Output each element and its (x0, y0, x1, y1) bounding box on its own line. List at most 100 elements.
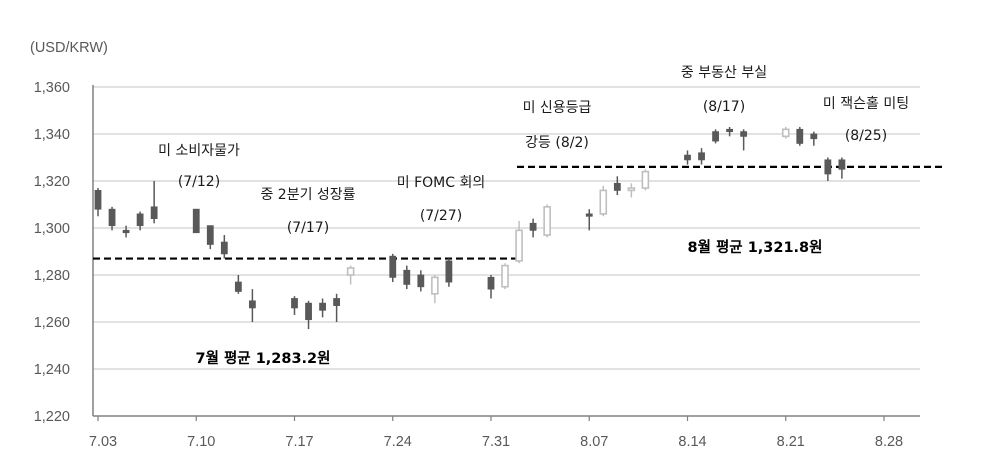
candle (333, 293, 341, 322)
x-axis-ticks: 7.03 7.10 7.17 7.24 7.31 8.07 8.14 8.21 8.28 (89, 416, 903, 450)
candle (613, 176, 621, 196)
candle (487, 275, 495, 299)
candle (627, 183, 636, 198)
candle-body (122, 229, 130, 234)
candle-body (824, 159, 832, 175)
candle (445, 258, 453, 287)
candle (543, 204, 551, 238)
candle (206, 225, 214, 250)
candle (346, 265, 355, 285)
candle-body (94, 189, 102, 210)
candle (529, 218, 537, 238)
candle (641, 169, 650, 191)
y-tick-label: 1,280 (34, 268, 70, 284)
candle (234, 275, 242, 294)
grid-lines (93, 86, 920, 370)
candle (599, 185, 608, 217)
x-tick-label: 7.24 (384, 434, 412, 450)
annotation-property-date: (8/17) (703, 99, 745, 115)
candle-body (501, 264, 509, 288)
annotation-fomc: 미 FOMC 회의 (397, 175, 485, 191)
candle-body (487, 276, 495, 290)
candle (305, 300, 312, 330)
annotation-cpi: 미 소비자물가 (158, 143, 240, 159)
x-tick-label: 7.10 (187, 434, 215, 450)
july-average-label: 7월 평균 1,283.2원 (195, 349, 330, 367)
candle-body (220, 241, 228, 255)
candle-body (613, 182, 621, 191)
annotations: 미 소비자물가 (7/12) 중 2분기 성장률 (7/17) 미 FOMC 회… (158, 65, 909, 236)
candle-body (810, 133, 818, 140)
y-axis-ticks: 1,220 1,240 1,260 1,280 1,300 1,320 1,340 1,360 (34, 80, 70, 425)
y-tick-label: 1,320 (34, 174, 70, 190)
x-tick-label: 8.14 (678, 434, 706, 450)
annotation-jackson-hole: 미 잭슨홀 미팅 (823, 96, 909, 112)
candle-body (305, 302, 312, 321)
candle (796, 126, 804, 146)
x-tick-label: 8.07 (580, 434, 608, 450)
x-tick-label: 8.28 (875, 434, 903, 450)
annotation-cpi-date: (7/12) (178, 174, 220, 190)
candle (150, 181, 158, 224)
x-tick-label: 7.03 (89, 434, 117, 450)
y-tick-label: 1,220 (34, 409, 70, 425)
x-tick-label: 8.21 (777, 434, 805, 450)
august-average-label: 8월 평균 1,321.8원 (687, 238, 822, 256)
candle (781, 126, 790, 139)
candle (684, 150, 691, 165)
candle-body (248, 300, 256, 309)
candle-body (684, 154, 691, 161)
candle (220, 235, 228, 259)
candle-body (712, 131, 719, 142)
y-tick-label: 1,360 (34, 80, 70, 96)
annotation-gdp-date: (7/17) (287, 220, 329, 236)
candle-body (445, 260, 453, 283)
candle (585, 209, 593, 231)
candle-body (726, 128, 734, 133)
candle-body (192, 208, 200, 234)
annotation-credit-rating-date: 강등 (8/2) (525, 135, 589, 151)
candle-body (403, 269, 411, 285)
candle-body (389, 255, 397, 278)
x-tick-label: 7.31 (482, 434, 510, 450)
unit-label: (USD/KRW) (30, 40, 108, 56)
candle (838, 157, 846, 179)
candle (431, 275, 439, 304)
candle-body (234, 281, 242, 292)
annotation-gdp: 중 2분기 성장률 (260, 187, 355, 203)
candle-body (206, 225, 214, 245)
annotation-jackson-hole-date: (8/25) (845, 128, 887, 144)
candle (501, 263, 509, 290)
candle (136, 211, 144, 231)
candle-body (333, 298, 341, 306)
candle-body (346, 267, 355, 276)
candle-body (108, 208, 116, 227)
candle (108, 206, 116, 231)
candle-body (150, 206, 158, 220)
candle-body (740, 131, 748, 137)
candle-body (136, 213, 144, 227)
candle (192, 208, 200, 234)
candle-body (641, 170, 650, 189)
candle (319, 298, 326, 318)
candle-body (698, 152, 705, 161)
candle (726, 126, 734, 137)
candle-body (291, 298, 298, 309)
candle-body (838, 159, 846, 170)
y-tick-label: 1,260 (34, 315, 70, 331)
candle-body (627, 187, 636, 192)
candle (122, 225, 130, 238)
candle (94, 188, 102, 217)
candle-body (599, 189, 608, 215)
candle-body (529, 222, 537, 231)
y-tick-label: 1,300 (34, 221, 70, 237)
annotation-property: 중 부동산 부실 (681, 65, 767, 81)
annotation-fomc-date: (7/27) (420, 208, 462, 224)
candle (248, 289, 256, 322)
candle (515, 220, 523, 264)
candles (94, 126, 846, 330)
candle-body (431, 276, 439, 295)
y-tick-label: 1,340 (34, 127, 70, 143)
candle-body (585, 213, 593, 217)
